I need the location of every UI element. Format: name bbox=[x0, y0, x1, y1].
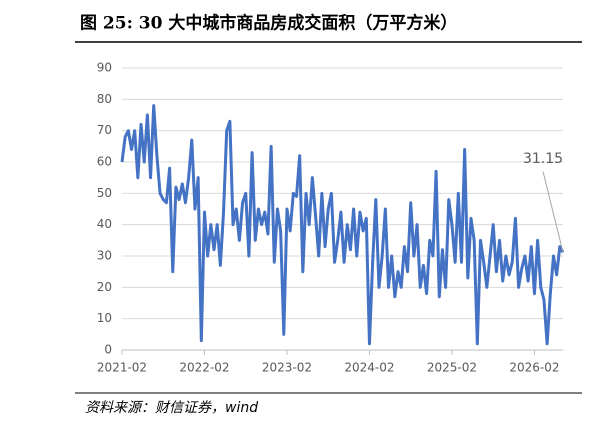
annotation: 31.15 bbox=[523, 151, 563, 167]
y-tick-label: 50 bbox=[97, 186, 112, 200]
y-tick-label: 10 bbox=[97, 311, 112, 325]
y-tick-label: 0 bbox=[104, 343, 112, 357]
y-tick-label: 40 bbox=[97, 217, 112, 231]
x-tick-label: 2025-02 bbox=[427, 361, 477, 375]
data-line bbox=[120, 104, 565, 346]
y-tick-label: 30 bbox=[97, 249, 112, 263]
y-tick-label: 60 bbox=[97, 155, 112, 169]
y-tick-label: 90 bbox=[97, 61, 112, 75]
x-tick-label: 2021-02 bbox=[97, 361, 147, 375]
x-tick-label: 2024-02 bbox=[344, 361, 394, 375]
y-tick-label: 80 bbox=[97, 92, 112, 106]
source: 资料来源：财信证券，wind bbox=[85, 400, 258, 416]
chart-title: 图 25: 30 大中城市商品房成交面积（万平方米） bbox=[80, 13, 457, 34]
y-tick-label: 70 bbox=[97, 123, 112, 137]
x-tick-label: 2023-02 bbox=[262, 361, 312, 375]
annotation-leader bbox=[542, 171, 564, 253]
y-tick-label: 20 bbox=[97, 280, 112, 294]
x-tick-label: 2022-02 bbox=[179, 361, 229, 375]
x-tick-label: 2026-02 bbox=[509, 361, 559, 375]
